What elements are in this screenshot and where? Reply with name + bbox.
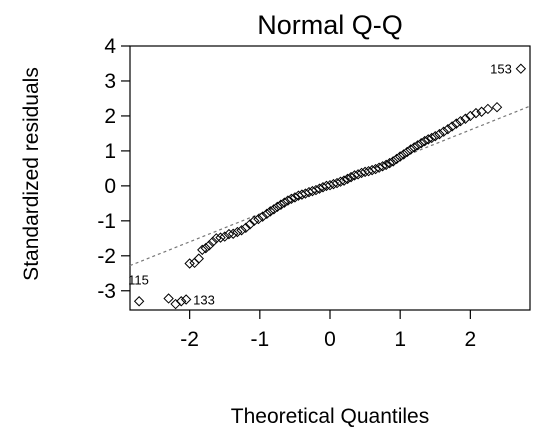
data-point (176, 296, 187, 307)
data-point (455, 115, 466, 127)
data-point (380, 159, 392, 171)
data-point (416, 138, 427, 149)
data-point (412, 140, 423, 151)
data-point (314, 183, 325, 194)
data-point (253, 213, 264, 225)
data-point (257, 211, 268, 222)
y-tick-label: -1 (97, 210, 116, 233)
data-point (207, 236, 219, 248)
y-tick-label: 4 (104, 35, 116, 58)
data-point (265, 206, 276, 217)
data-point (170, 298, 181, 310)
data-point (384, 157, 395, 169)
data-point (204, 240, 215, 251)
data-point (282, 195, 294, 206)
data-point (272, 201, 283, 213)
reference-line (129, 105, 531, 267)
x-tick-label: 0 (324, 328, 336, 351)
data-point (491, 101, 503, 113)
data-point (193, 253, 204, 264)
data-point (345, 171, 357, 183)
data-point (423, 134, 434, 145)
data-point (515, 63, 527, 74)
data-point (409, 142, 420, 153)
x-tick-label: 1 (394, 328, 406, 351)
data-point (398, 149, 409, 160)
data-point (338, 175, 350, 186)
data-point (163, 293, 174, 304)
y-tick-label: -3 (97, 280, 116, 303)
data-point (249, 215, 260, 227)
data-point (401, 146, 413, 158)
data-point (184, 258, 195, 269)
chart-title: Normal Q-Q (257, 10, 403, 40)
data-point (419, 135, 430, 147)
point-label: 115 (128, 272, 149, 287)
data-point (387, 156, 399, 167)
x-tick-label: -1 (250, 328, 269, 351)
data-point (451, 118, 462, 129)
data-point (434, 128, 445, 140)
point-labels: 153 115 133 (128, 62, 512, 308)
y-axis: -3 -2 -1 0 1 2 3 4 (97, 35, 130, 303)
data-point (268, 204, 280, 215)
y-tick-label: -2 (97, 245, 116, 268)
x-axis-label: Theoretical Quantiles (231, 405, 429, 428)
data-point (279, 197, 290, 208)
plot-frame (129, 45, 531, 311)
data-point (286, 193, 297, 205)
data-point (275, 199, 287, 210)
data-point (211, 233, 222, 244)
data-point (244, 219, 256, 230)
data-point (289, 192, 301, 203)
data-point (446, 121, 458, 132)
data-point (482, 103, 494, 115)
data-point (438, 126, 449, 137)
data-point (133, 296, 145, 307)
data-point (200, 242, 211, 254)
y-tick-label: 3 (104, 70, 116, 93)
data-point (373, 162, 385, 173)
data-point (394, 151, 406, 162)
y-tick-label: 0 (104, 175, 116, 198)
x-axis: -2 -1 0 1 2 (180, 310, 476, 351)
data-point (342, 173, 353, 185)
data-point (219, 231, 230, 242)
data-point (377, 161, 388, 172)
data-point (236, 225, 247, 236)
data-point (261, 208, 273, 220)
point-label: 153 (490, 62, 512, 77)
data-point (460, 113, 471, 124)
data-point (405, 144, 416, 155)
x-tick-label: -2 (180, 328, 199, 351)
data-point (223, 228, 235, 240)
y-tick-label: 2 (104, 105, 116, 128)
data-point (335, 176, 346, 187)
data-point (310, 184, 322, 196)
point-label: 133 (193, 293, 215, 308)
data-point (215, 232, 226, 243)
data-point (370, 163, 381, 175)
data-points (133, 63, 527, 310)
data-point (240, 222, 251, 234)
data-point (430, 131, 441, 142)
y-axis-label: Standardized residuals (20, 67, 43, 281)
data-point (180, 294, 192, 305)
data-point (426, 132, 437, 144)
data-point (442, 124, 454, 135)
data-point (197, 244, 208, 256)
data-point (470, 107, 482, 119)
x-tick-label: 2 (465, 328, 477, 351)
data-point (227, 228, 239, 239)
data-point (391, 153, 402, 165)
data-point (232, 226, 243, 238)
y-tick-label: 1 (104, 140, 116, 163)
